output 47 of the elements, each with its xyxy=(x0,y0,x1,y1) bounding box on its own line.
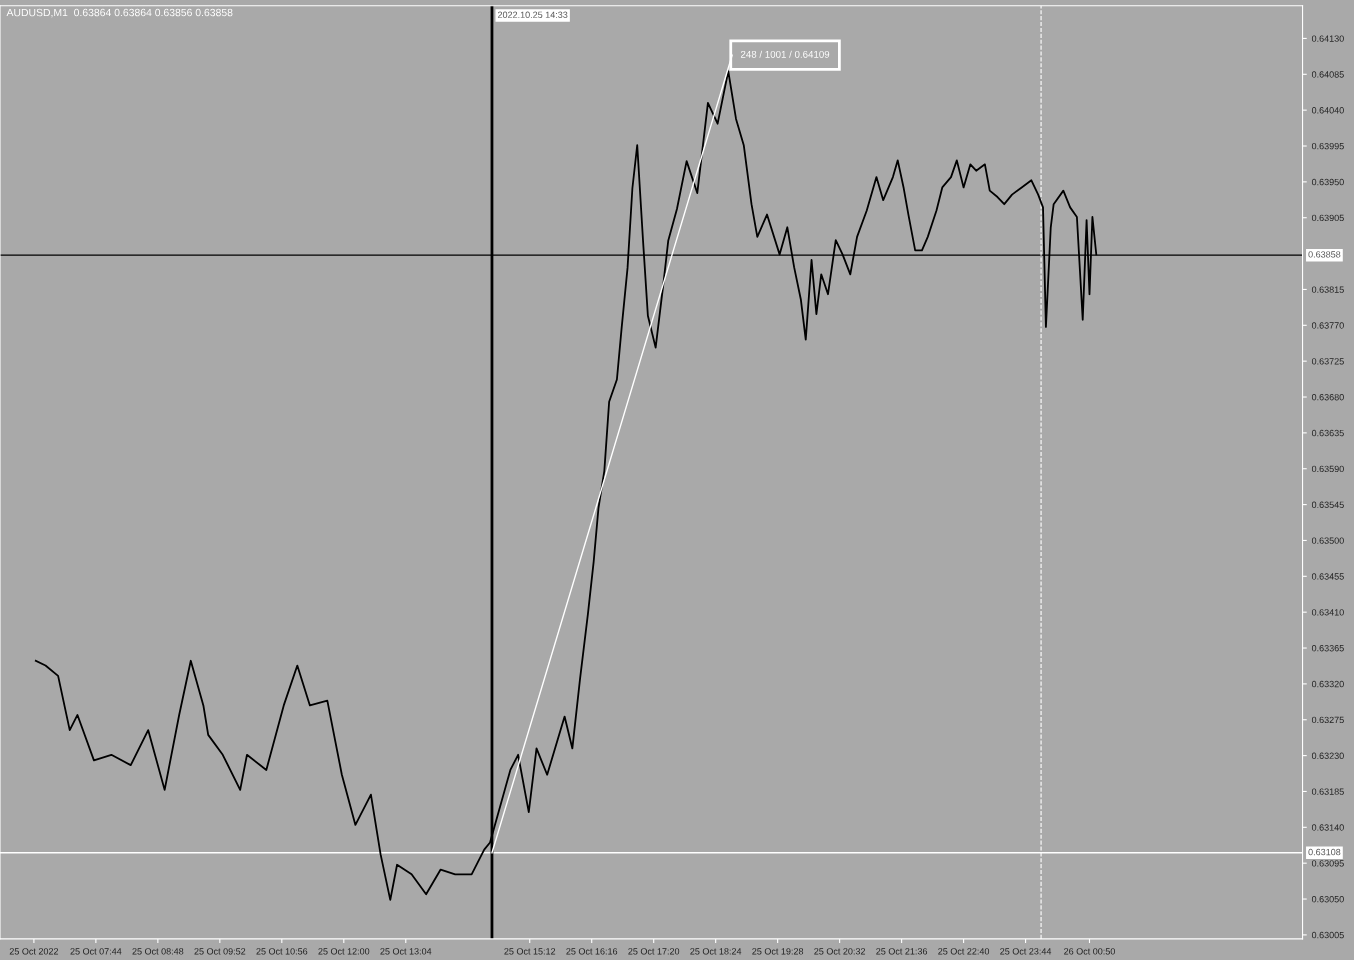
y-tick-label: 0.63185 xyxy=(1311,788,1344,795)
y-tick-label: 0.63455 xyxy=(1311,573,1344,580)
x-tick-label: 25 Oct 23:44 xyxy=(1000,948,1052,955)
y-tick-label: 0.63680 xyxy=(1311,393,1344,401)
y-tick-label: 0.63050 xyxy=(1311,896,1344,903)
x-tick-label: 25 Oct 10:56 xyxy=(256,948,308,955)
x-tick-label: 25 Oct 15:12 xyxy=(504,948,556,955)
y-tick-label: 0.63770 xyxy=(1311,322,1344,329)
y-tick-label: 0.63815 xyxy=(1311,286,1344,293)
x-tick-label: 26 Oct 00:50 xyxy=(1064,948,1115,955)
y-tick-label: 0.63950 xyxy=(1311,178,1344,186)
y-tick-label: 0.63545 xyxy=(1311,501,1344,508)
y-tick-label: 0.64040 xyxy=(1311,107,1344,114)
y-tick-label: 0.63590 xyxy=(1311,465,1344,473)
x-tick-label: 25 Oct 08:48 xyxy=(132,948,184,955)
y-tick-label: 0.63320 xyxy=(1311,680,1344,688)
annotation: 248 / 1001 / 0.64109 xyxy=(740,50,830,58)
y-tick-label: 0.63095 xyxy=(1311,860,1344,867)
y-tick-label: 0.63995 xyxy=(1311,142,1344,150)
y-tick-label: 0.63005 xyxy=(1311,931,1344,939)
x-tick-label: 25 Oct 07:44 xyxy=(70,948,122,955)
x-tick-label: 25 Oct 13:04 xyxy=(380,948,432,955)
y-tick-label: 0.64085 xyxy=(1311,71,1344,78)
x-tick-label: 25 Oct 19:28 xyxy=(752,948,804,955)
x-tick-label: 25 Oct 18:24 xyxy=(690,948,742,955)
x-tick-label: 25 Oct 2022 xyxy=(9,948,59,955)
x-tick-label: 25 Oct 09:52 xyxy=(194,948,246,955)
y-tick-label: 0.63140 xyxy=(1311,824,1344,831)
y-tick-label: 0.64130 xyxy=(1311,35,1344,42)
y-tick-label: 0.63230 xyxy=(1311,752,1344,759)
y-tick-label: 0.63500 xyxy=(1311,537,1344,544)
ref-line-label: 0.63858 xyxy=(1308,251,1341,258)
y-tick-label: 0.63725 xyxy=(1311,358,1344,365)
x-tick-label: 25 Oct 21:36 xyxy=(876,948,928,955)
ref-line-label: 2022.10.25 14:33 xyxy=(497,11,568,18)
x-tick-label: 25 Oct 22:40 xyxy=(938,948,990,955)
x-tick-label: 25 Oct 17:20 xyxy=(628,948,680,955)
y-tick-label: 0.63275 xyxy=(1311,716,1344,724)
x-tick-label: 25 Oct 20:32 xyxy=(814,948,866,955)
x-tick-label: 25 Oct 16:16 xyxy=(566,948,618,955)
x-tick-label: 25 Oct 12:00 xyxy=(318,948,370,955)
y-tick-label: 0.63905 xyxy=(1311,214,1344,222)
y-tick-label: 0.63365 xyxy=(1311,644,1344,652)
y-tick-label: 0.63410 xyxy=(1311,609,1344,616)
ref-line-label: 0.63108 xyxy=(1308,848,1341,856)
y-tick-label: 0.63635 xyxy=(1311,429,1344,437)
chart-title: AUDUSD,M1 0.63864 0.63864 0.63856 0.63858 xyxy=(6,8,233,18)
